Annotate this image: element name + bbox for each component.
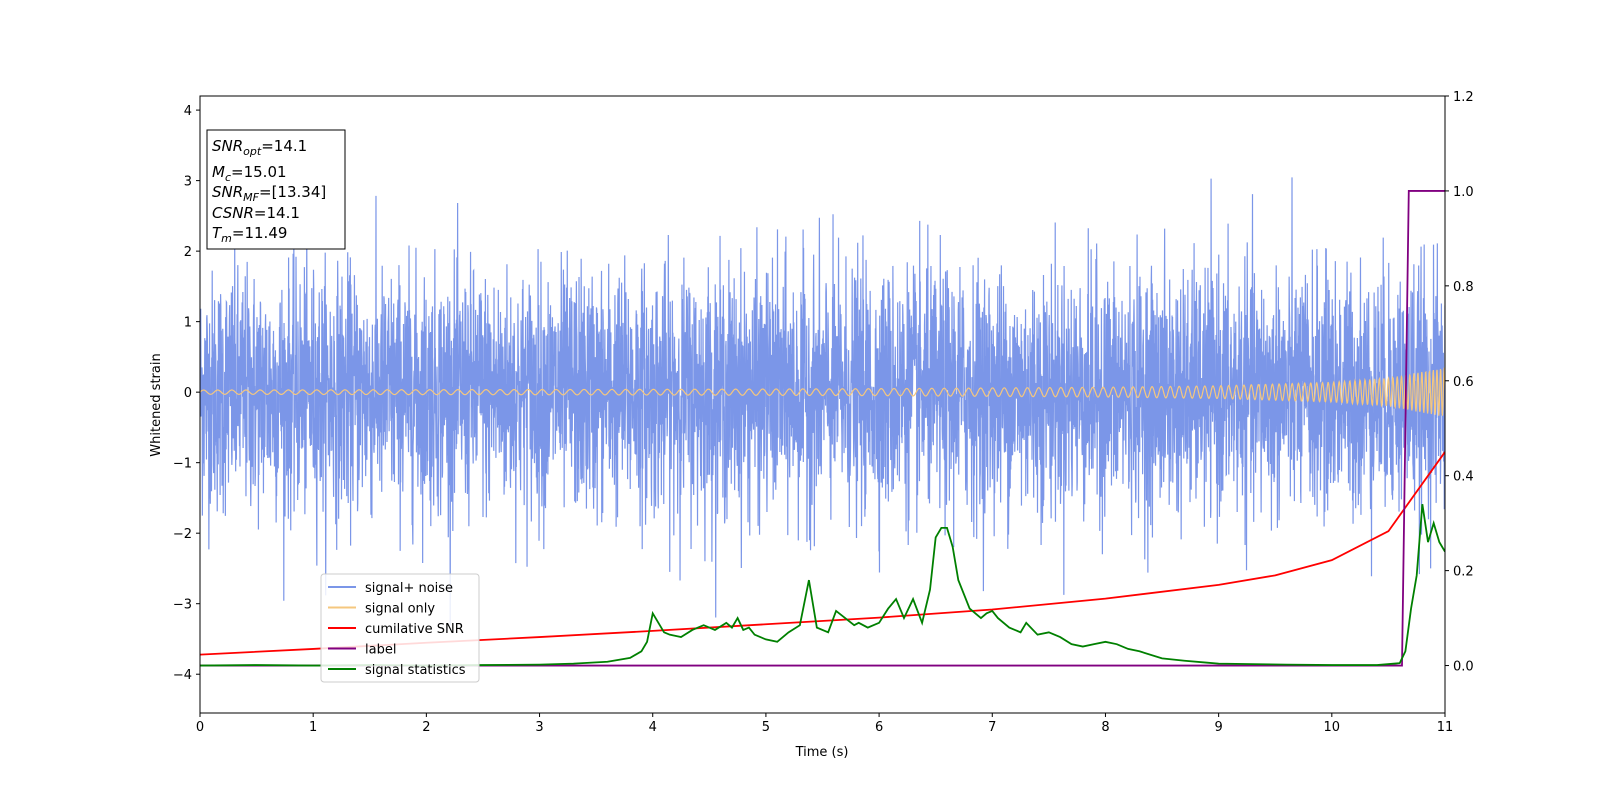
x-tick-label: 5 (762, 720, 770, 735)
y2-tick-label: 1.2 (1453, 90, 1474, 105)
y2-tick-label: 0.4 (1453, 470, 1474, 485)
plot-frame (199, 95, 1446, 714)
x-axis-label: Time (s) (795, 745, 849, 760)
y-tick-label: −3 (173, 598, 192, 613)
x-tick-label: 7 (988, 720, 996, 735)
y-tick-label: −1 (173, 457, 192, 472)
y2-tick-label: 0.0 (1453, 660, 1474, 675)
y2-tick-label: 1.0 (1453, 185, 1474, 200)
x-tick-label: 3 (535, 720, 543, 735)
legend-label: signal only (365, 602, 435, 617)
x-tick-label: 4 (649, 720, 657, 735)
legend-frame (320, 573, 480, 683)
y-tick-label: 1 (184, 316, 192, 331)
legend-label: label (365, 643, 396, 658)
y-tick-label: 0 (184, 386, 192, 401)
legend: signal+ noise signal only cumilative SNR la… (320, 573, 480, 683)
series-label (200, 190, 1445, 667)
y-tick-label: 3 (184, 175, 192, 190)
x-tick-label: 8 (1101, 720, 1109, 735)
y-tick-label: −2 (173, 527, 192, 542)
y-tick-label: 2 (184, 245, 192, 260)
legend-label: cumilative SNR (365, 622, 464, 637)
x-tick-label: 6 (875, 720, 883, 735)
y-axis-right: 0.0 0.2 0.4 0.6 0.8 1.0 1.2 (1445, 90, 1474, 675)
x-axis: 0 1 2 3 4 5 6 7 8 9 10 11 (196, 713, 1453, 735)
y-tick-label: 4 (184, 104, 192, 119)
y-axis-label: Whitened strain (149, 353, 164, 456)
y2-tick-label: 0.8 (1453, 280, 1474, 295)
info-snr-mf: SNRMF=[13.34] (212, 183, 326, 204)
y2-tick-label: 0.6 (1453, 375, 1474, 390)
info-box-frame (206, 129, 346, 250)
info-tm: Tm=11.49 (212, 224, 287, 245)
x-tick-label: 10 (1324, 720, 1341, 735)
series-signal-noise (200, 177, 1445, 625)
x-tick-label: 0 (196, 720, 204, 735)
info-csnr: CSNR=14.1 (212, 204, 300, 222)
x-tick-label: 9 (1214, 720, 1222, 735)
legend-label: signal+ noise (365, 581, 453, 596)
y2-tick-label: 0.2 (1453, 565, 1474, 580)
info-box: SNRopt=14.1 Mc=15.01 SNRMF=[13.34] CSNR=… (206, 129, 346, 250)
y-tick-label: −4 (173, 668, 192, 683)
legend-label: signal statistics (365, 663, 466, 678)
x-tick-label: 1 (309, 720, 317, 735)
y-axis-left: −4 −3 −2 −1 0 1 2 3 4 (173, 104, 200, 683)
x-tick-label: 2 (422, 720, 430, 735)
series-signal-statistics (200, 504, 1445, 667)
x-tick-label: 11 (1437, 720, 1454, 735)
series-signal-only (200, 367, 1445, 416)
info-snr-opt: SNRopt=14.1 (212, 137, 307, 158)
info-mc: Mc=15.01 (212, 163, 287, 184)
